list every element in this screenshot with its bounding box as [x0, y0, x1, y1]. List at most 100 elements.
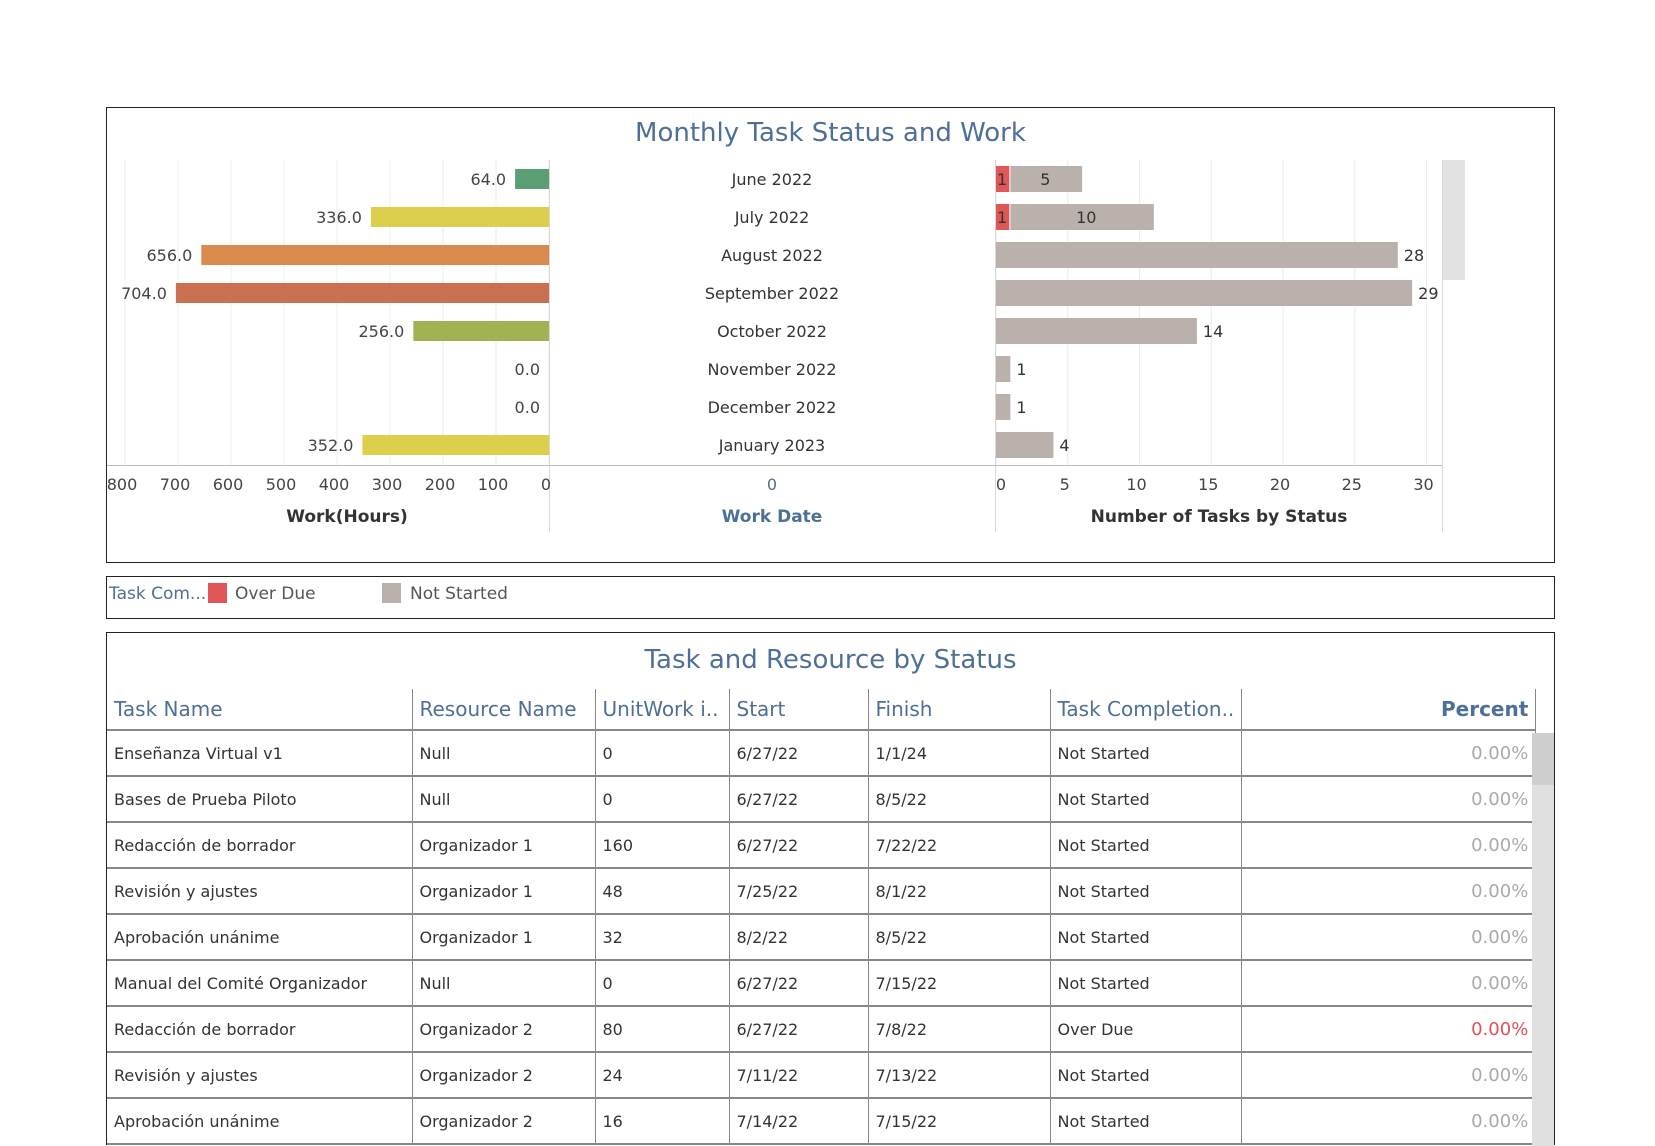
work-axis-tick: 100: [478, 475, 509, 494]
cell-finish: 7/15/22: [868, 1098, 1051, 1145]
cell-unitwork: 16: [595, 1098, 730, 1145]
table-row[interactable]: Revisión y ajustes Organizador 1 48 7/25/22…: [107, 868, 1537, 915]
cell-task-name: Enseñanza Virtual v1: [107, 730, 413, 777]
cell-percent: 0.00%: [1241, 1006, 1537, 1053]
column-header-percent[interactable]: Percent: [1241, 689, 1537, 731]
tasks-axis-title: Number of Tasks by Status: [1091, 507, 1348, 527]
work-value-label: 656.0: [147, 246, 193, 265]
table-header-row: Task Name Resource Name UnitWork i.. Sta…: [107, 689, 1537, 731]
task-table: Task Name Resource Name UnitWork i.. Sta…: [107, 689, 1537, 1145]
cell-resource-name: Organizador 2: [412, 1052, 596, 1099]
tasks-axis-tick: 5: [1060, 475, 1070, 494]
work-axis-tick: 400: [319, 475, 350, 494]
not-started-value-label: 14: [1203, 322, 1223, 341]
work-date-label: December 2022: [708, 398, 837, 417]
cell-unitwork: 0: [595, 960, 730, 1007]
table-row[interactable]: Aprobación unánime Organizador 2 16 7/14/22…: [107, 1098, 1537, 1145]
work-value-label: 352.0: [308, 436, 354, 455]
work-axis-tick: 300: [372, 475, 403, 494]
cell-unitwork: 80: [595, 1006, 730, 1053]
not-started-value-label: 29: [1418, 284, 1438, 303]
not-started-value-label: 4: [1059, 436, 1069, 455]
table-row[interactable]: Enseñanza Virtual v1 Null 0 6/27/22 1/1/24 No…: [107, 730, 1537, 777]
cell-percent: 0.00%: [1241, 1098, 1537, 1145]
work-bar: [201, 245, 549, 265]
cell-unitwork: 0: [595, 730, 730, 777]
work-axis-tick: 600: [213, 475, 244, 494]
column-header-unitwork[interactable]: UnitWork i..: [595, 689, 730, 731]
table-row[interactable]: Aprobación unánime Organizador 1 32 8/2/22 8…: [107, 914, 1537, 961]
cell-start: 7/11/22: [729, 1052, 869, 1099]
chart-scrollbar: [1443, 160, 1465, 280]
cell-resource-name: Null: [412, 730, 596, 777]
work-bar: [362, 435, 549, 455]
work-value-label: 256.0: [359, 322, 405, 341]
column-header-task-name[interactable]: Task Name: [107, 689, 413, 731]
work-axis-tick: 800: [107, 475, 137, 494]
work-date-label: July 2022: [734, 208, 810, 227]
cell-unitwork: 0: [595, 776, 730, 823]
cell-start: 6/27/22: [729, 730, 869, 777]
work-axis-tick: 500: [266, 475, 297, 494]
cell-percent: 0.00%: [1241, 914, 1537, 961]
column-header-start[interactable]: Start: [729, 689, 869, 731]
not-started-bar: [996, 356, 1011, 382]
cell-resource-name: Null: [412, 776, 596, 823]
table-row[interactable]: Redacción de borrador Organizador 1 160 6/2…: [107, 822, 1537, 869]
work-axis-tick: 700: [160, 475, 191, 494]
legend-swatch-not-started[interactable]: [382, 583, 401, 603]
work-date-label: June 2022: [731, 170, 813, 189]
over-due-value-label: 1: [997, 170, 1007, 189]
cell-task-completion: Not Started: [1050, 868, 1243, 915]
legend-label-not-started[interactable]: Not Started: [410, 584, 508, 604]
work-value-label: 336.0: [316, 208, 362, 227]
table-title: Task and Resource by Status: [644, 645, 1017, 675]
cell-task-name: Revisión y ajustes: [107, 868, 413, 915]
monthly-task-status-panel: Monthly Task Status and Work 64.0 June 20…: [106, 107, 1555, 563]
over-due-value-label: 1: [997, 208, 1007, 227]
cell-start: 8/2/22: [729, 914, 869, 961]
legend-swatch-over-due[interactable]: [208, 583, 227, 603]
table-row[interactable]: Bases de Prueba Piloto Null 0 6/27/22 8/5/22…: [107, 776, 1537, 823]
cell-start: 6/27/22: [729, 1006, 869, 1053]
over-due-bar: [996, 166, 1010, 192]
work-axis-title: Work(Hours): [286, 507, 408, 527]
table-scrollbar[interactable]: [1532, 733, 1554, 1146]
column-header-resource-name[interactable]: Resource Name: [412, 689, 596, 731]
task-resource-panel: Task and Resource by Status Task Name Re…: [106, 632, 1555, 1146]
legend-label-over-due[interactable]: Over Due: [235, 584, 316, 604]
cell-unitwork: 32: [595, 914, 730, 961]
not-started-bar: [996, 242, 1398, 268]
tasks-axis-tick: 30: [1413, 475, 1433, 494]
not-started-bar: [996, 432, 1054, 458]
cell-percent: 0.00%: [1241, 730, 1537, 777]
cell-task-name: Bases de Prueba Piloto: [107, 776, 413, 823]
table-row[interactable]: Redacción de borrador Organizador 2 80 6/27…: [107, 1006, 1537, 1053]
cell-start: 6/27/22: [729, 822, 869, 869]
cell-percent: 0.00%: [1241, 960, 1537, 1007]
work-bar: [413, 321, 549, 341]
cell-task-name: Redacción de borrador: [107, 1006, 413, 1053]
work-value-label: 64.0: [470, 170, 506, 189]
cell-finish: 8/5/22: [868, 914, 1051, 961]
not-started-value-label: 28: [1404, 246, 1424, 265]
table-row[interactable]: Revisión y ajustes Organizador 2 24 7/11/22…: [107, 1052, 1537, 1099]
cell-resource-name: Null: [412, 960, 596, 1007]
cell-percent: 0.00%: [1241, 868, 1537, 915]
tasks-axis-tick: 10: [1126, 475, 1146, 494]
tasks-axis-tick: 0: [996, 475, 1006, 494]
cell-unitwork: 48: [595, 868, 730, 915]
table-row[interactable]: Manual del Comité Organizador Null 0 6/27/2…: [107, 960, 1537, 1007]
column-header-task-completion[interactable]: Task Completion..: [1050, 689, 1243, 731]
cell-start: 7/14/22: [729, 1098, 869, 1145]
cell-resource-name: Organizador 2: [412, 1006, 596, 1053]
table-scrollbar-thumb[interactable]: [1532, 733, 1554, 785]
column-header-finish[interactable]: Finish: [868, 689, 1051, 731]
cell-finish: 8/1/22: [868, 868, 1051, 915]
cell-task-name: Manual del Comité Organizador: [107, 960, 413, 1007]
legend-title[interactable]: Task Com...: [109, 584, 207, 604]
not-started-bar: [996, 280, 1413, 306]
not-started-value-label: 10: [1076, 208, 1096, 227]
cell-task-name: Aprobación unánime: [107, 914, 413, 961]
not-started-value-label: 5: [1040, 170, 1050, 189]
